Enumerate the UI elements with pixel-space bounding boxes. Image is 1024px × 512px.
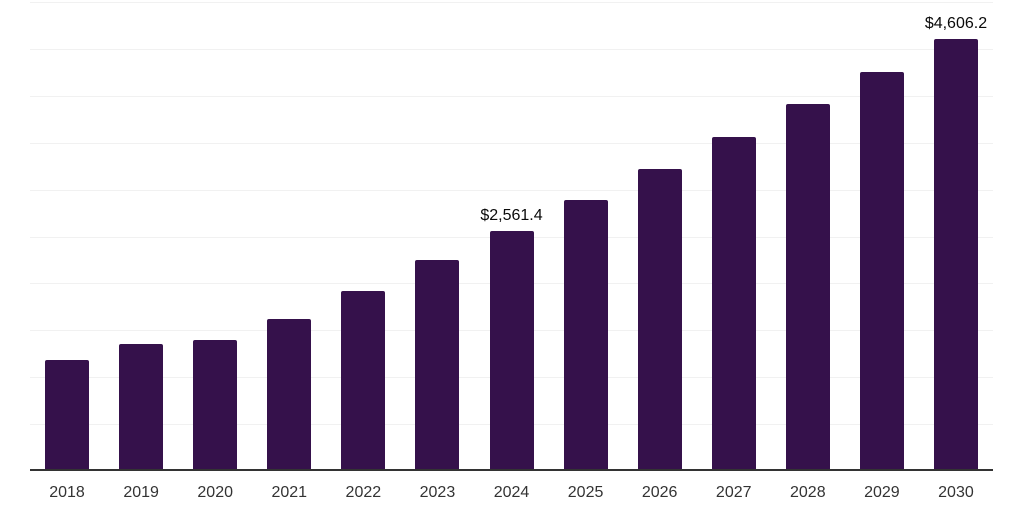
bar-value-label-2024: $2,561.4 — [480, 206, 543, 224]
x-tick-label-2018: 2018 — [49, 484, 85, 501]
x-tick-label-2021: 2021 — [271, 484, 308, 501]
bar-2020 — [193, 340, 238, 471]
x-tick-label-2026: 2026 — [641, 484, 678, 501]
x-tick-label-2020: 2020 — [197, 484, 233, 501]
x-axis-line — [30, 469, 993, 471]
bar-2018 — [45, 360, 90, 471]
x-tick-label-2024: 2024 — [493, 484, 530, 501]
gridline — [30, 142, 993, 144]
x-tick-label-2029: 2029 — [864, 484, 900, 501]
x-tick-label-2030: 2030 — [938, 484, 974, 501]
bar-2025 — [563, 199, 608, 471]
bar-2023 — [415, 260, 460, 471]
x-axis-tick-labels: 2018 2019 2020 2021 2022 2023 2024 2025 2026 2027… — [30, 484, 993, 504]
x-tick-label-2019: 2019 — [123, 484, 159, 501]
bar-2026 — [637, 168, 682, 471]
bar-2019 — [119, 344, 164, 471]
gridline — [30, 95, 993, 97]
bar-value-label-2030: $4,606.2 — [924, 14, 988, 32]
gridline — [30, 2, 993, 3]
bar-2022 — [341, 291, 386, 471]
x-tick-label-2022: 2022 — [345, 484, 382, 501]
bar-2021 — [267, 318, 312, 471]
gridline — [30, 189, 993, 191]
bar-2024 — [489, 230, 534, 471]
plot-area: $2,561.4 $4,606.2 — [30, 2, 993, 471]
bar-2027 — [711, 136, 756, 471]
x-tick-label-2028: 2028 — [790, 484, 826, 501]
gridline — [30, 48, 993, 50]
x-tick-label-2027: 2027 — [715, 484, 752, 501]
bar-2029 — [859, 71, 904, 471]
x-tick-label-2025: 2025 — [567, 484, 604, 501]
x-tick-label-2023: 2023 — [419, 484, 456, 501]
bar-2028 — [785, 104, 830, 471]
bar-2030 — [933, 38, 978, 471]
